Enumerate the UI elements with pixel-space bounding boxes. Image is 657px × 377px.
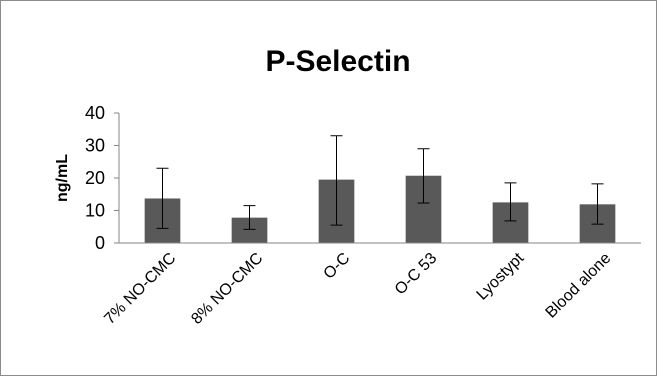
x-category-label-5: Blood alone <box>543 250 615 322</box>
y-tick-label-0: 0 <box>95 233 105 253</box>
chart-title: P-Selectin <box>265 45 410 78</box>
error-bars <box>156 135 604 230</box>
y-axis-ticks: 0 10 20 30 40 <box>85 103 119 253</box>
x-category-label-1: 8% NO-CMC <box>188 250 266 328</box>
x-axis-category-labels: 7% NO-CMC 8% NO-CMC O-C O-C 53 Lyostypt Blood… <box>101 249 614 327</box>
bar-series <box>144 175 616 243</box>
x-category-label-0: 7% NO-CMC <box>101 250 179 328</box>
y-tick-label-2: 20 <box>85 168 105 188</box>
x-category-label-2: O-C <box>321 250 354 283</box>
y-tick-label-1: 10 <box>85 201 105 221</box>
x-category-label-3: O-C 53 <box>392 250 441 299</box>
y-tick-label-3: 30 <box>85 136 105 156</box>
x-category-label-4: Lyostypt <box>474 249 528 303</box>
y-axis-label: ng/mL <box>54 154 71 202</box>
y-tick-label-4: 40 <box>85 103 105 123</box>
